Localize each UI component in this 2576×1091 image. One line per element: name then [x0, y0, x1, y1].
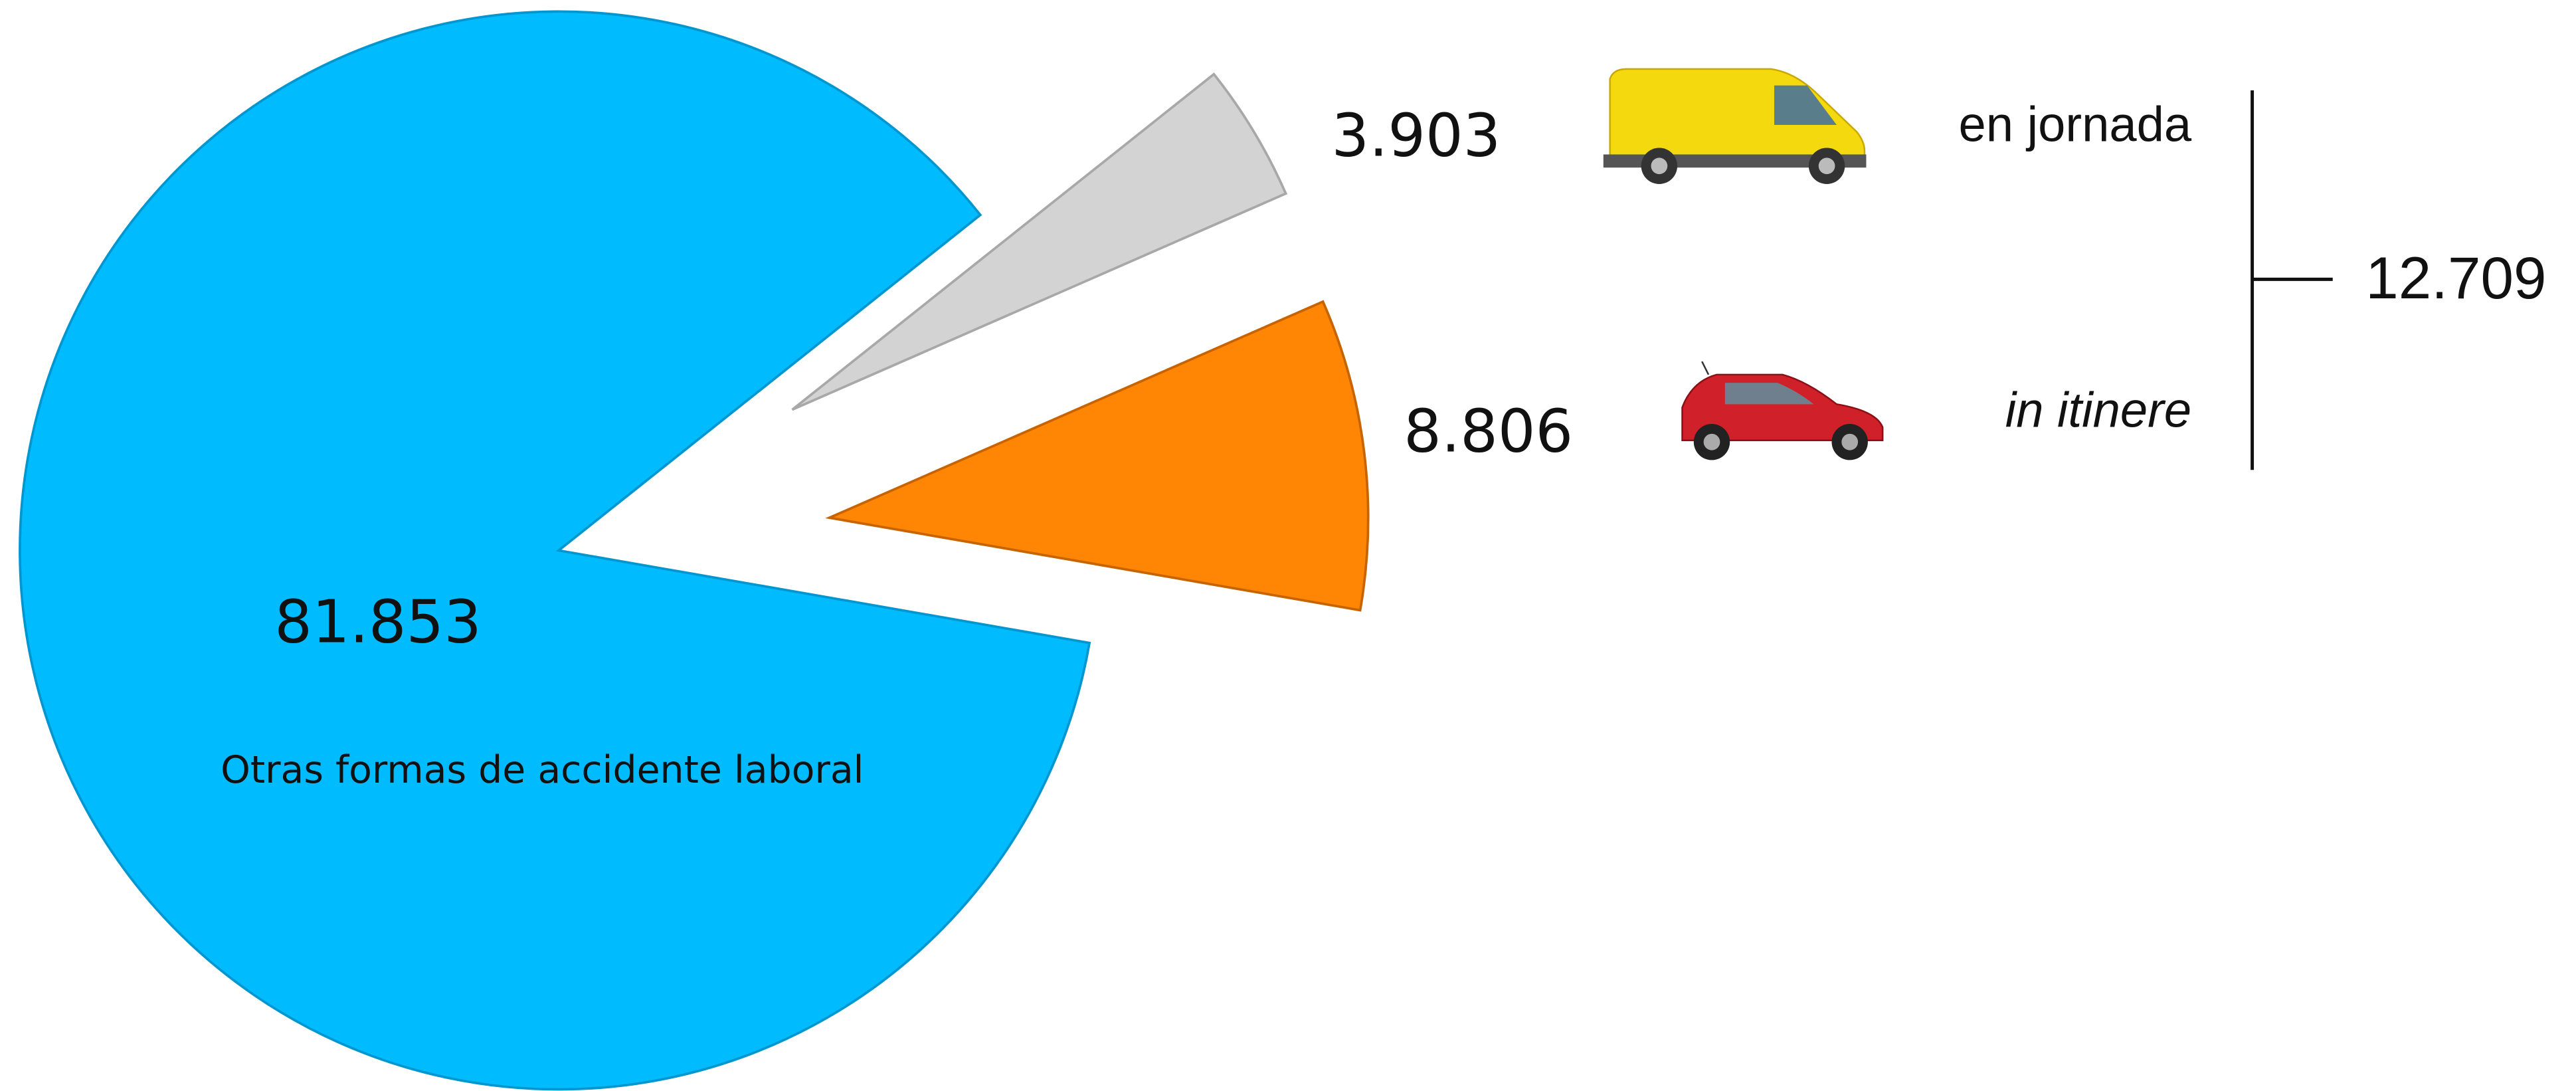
- category-label: Otras formas de accidente laboral: [221, 748, 864, 792]
- car-icon: [1681, 361, 1884, 460]
- category-label: in itinere: [2005, 383, 2191, 438]
- pie-slice: [825, 300, 1370, 612]
- pie-slice: [19, 10, 1091, 1091]
- category-label: en jornada: [1959, 96, 2192, 151]
- value-label: 3.903: [1331, 101, 1501, 170]
- value-label: 81.853: [274, 587, 481, 656]
- van-icon: [1603, 68, 1867, 184]
- pie-slice: [791, 72, 1288, 411]
- value-label: 8.806: [1404, 397, 1573, 466]
- pie: [19, 10, 1370, 1091]
- total-label: 12.709: [2365, 245, 2546, 311]
